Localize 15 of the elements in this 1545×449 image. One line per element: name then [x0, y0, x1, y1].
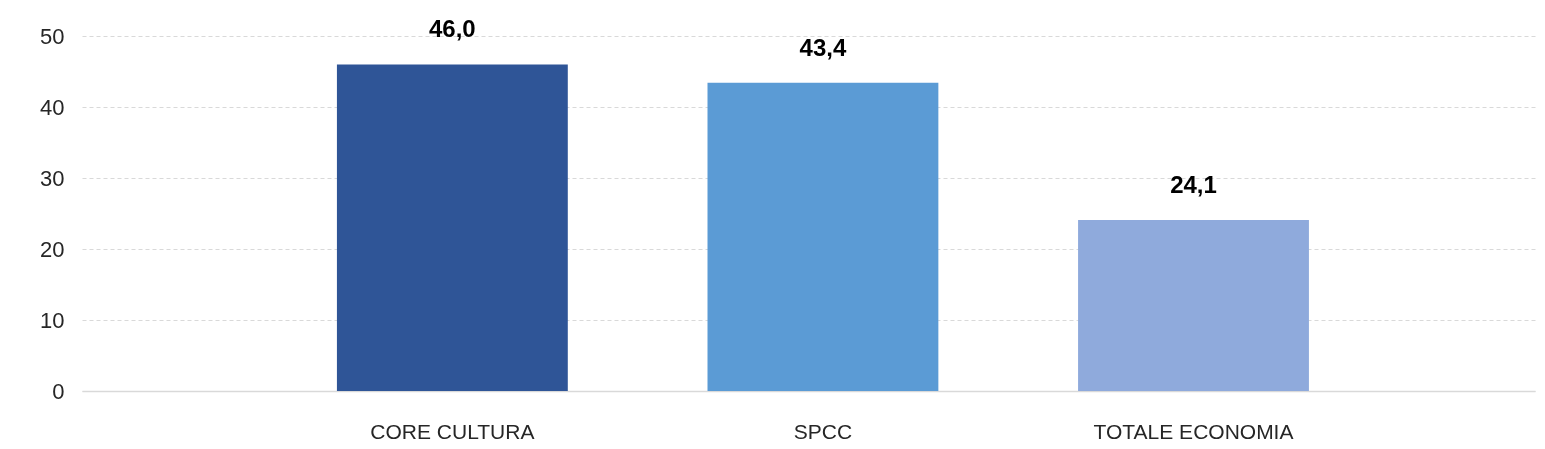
data-label: 24,1 [1170, 170, 1217, 198]
x-tick-label: TOTALE ECONOMIA [1093, 419, 1294, 443]
y-tick-label: 0 [52, 378, 65, 404]
y-tick-label: 20 [40, 236, 65, 262]
y-tick-label: 40 [40, 94, 65, 120]
y-tick-label: 50 [40, 23, 65, 49]
data-label: 43,4 [799, 33, 847, 61]
data-label: 46,0 [429, 15, 476, 43]
x-tick-label: CORE CULTURA [370, 419, 535, 443]
y-tick-label: 10 [40, 307, 65, 333]
bar [336, 64, 568, 391]
bar [707, 82, 939, 391]
bar [1078, 219, 1309, 391]
y-tick-label: 30 [40, 165, 65, 191]
x-tick-label: SPCC [793, 419, 853, 443]
